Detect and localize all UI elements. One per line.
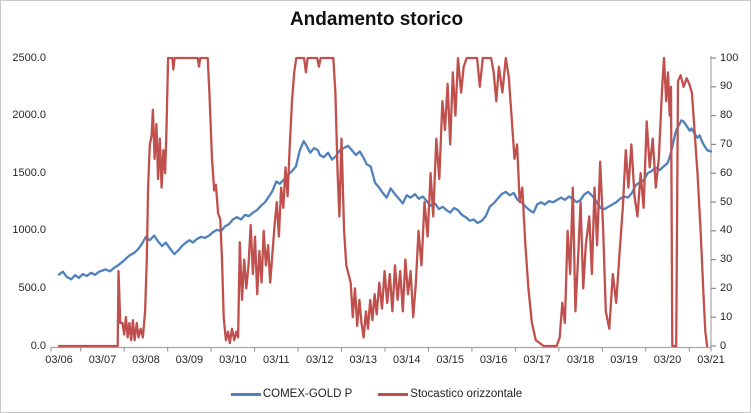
x-axis-tick-label: 03/11 <box>262 354 290 366</box>
legend-item-comex-gold: COMEX-GOLD P <box>230 388 353 400</box>
right-axis-tick-label: 0 <box>720 339 727 352</box>
legend-label: Stocastico orizzontale <box>410 388 523 400</box>
x-axis-tick-label: 03/06 <box>45 354 73 366</box>
x-axis-tick-label: 03/13 <box>349 354 378 366</box>
x-axis-tick-label: 03/16 <box>479 354 508 366</box>
right-axis-tick-label: 80 <box>720 109 733 122</box>
left-axis-tick-label: 2000.0 <box>12 109 46 122</box>
x-axis-tick-label: 03/18 <box>566 354 595 366</box>
x-axis-tick-label: 03/21 <box>697 354 725 366</box>
right-axis-tick-label: 90 <box>720 80 733 93</box>
legend: COMEX-GOLD P Stocastico orizzontale <box>1 384 750 404</box>
chart-title: Andamento storico <box>289 9 464 30</box>
x-axis-tick-label: 03/07 <box>88 354 117 366</box>
left-axis-tick-label: 500.0 <box>18 281 46 294</box>
right-axis-tick-label: 10 <box>720 310 733 323</box>
series-line-stocastico <box>57 56 709 348</box>
right-axis-tick-label: 60 <box>720 166 733 179</box>
left-axis-tick-label: 0.0 <box>30 339 46 352</box>
right-axis-tick-label: 50 <box>720 195 733 208</box>
x-axis-tick-label: 03/19 <box>610 354 638 366</box>
x-axis-tick-label: 03/09 <box>175 354 204 366</box>
right-axis-tick-label: 20 <box>720 281 733 294</box>
x-axis-tick-label: 03/17 <box>523 354 551 366</box>
x-axis-tick-label: 03/08 <box>132 354 160 366</box>
x-axis-tick-label: 03/20 <box>653 354 682 366</box>
series-line-swatch-blue <box>230 392 261 396</box>
x-axis-tick-label: 03/15 <box>436 354 464 366</box>
left-axis-tick-label: 2500.0 <box>12 51 46 64</box>
left-axis-tick-label: 1000.0 <box>12 224 46 237</box>
left-axis-tick-label: 1500.0 <box>12 166 46 179</box>
right-axis-tick-label: 100 <box>720 51 739 64</box>
right-axis-tick-label: 70 <box>720 137 733 150</box>
legend-item-stocastico: Stocastico orizzontale <box>378 388 522 400</box>
right-axis-tick-label: 30 <box>720 253 733 266</box>
x-axis-tick-label: 03/14 <box>392 354 421 366</box>
x-axis-tick-label: 03/10 <box>219 354 247 366</box>
right-axis-tick-label: 40 <box>720 224 733 237</box>
series-line-swatch-red <box>378 392 409 396</box>
legend-label: COMEX-GOLD P <box>262 388 353 400</box>
x-axis-tick-label: 03/12 <box>306 354 334 366</box>
